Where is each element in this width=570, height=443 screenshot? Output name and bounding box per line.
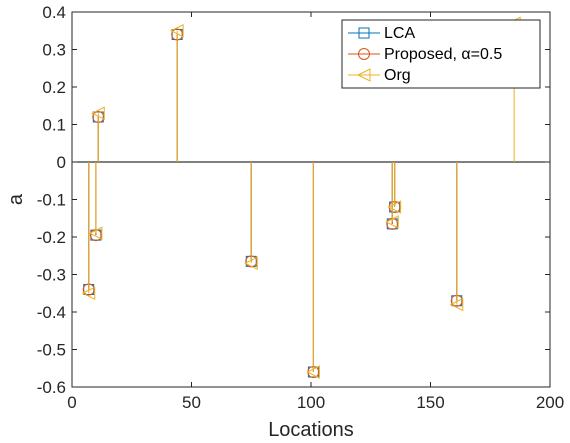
x-tick-label: 150 [416,393,444,412]
stem-marker [385,215,399,229]
y-tick-label: -0.1 [37,191,66,210]
legend-entry: Proposed, α=0.5 [384,46,502,63]
stem-marker [306,365,320,379]
y-axis-label: a [5,193,27,205]
y-tick-label: 0.4 [42,3,66,22]
y-tick-label: -0.4 [37,303,66,322]
axes: 0 50 100 150 200 -0.6 -0.5 -0.4 -0.3 -0.2 -0.1 0 0.1… [37,3,564,412]
y-tick-label: 0.1 [42,116,66,135]
legend-entry: LCA [384,25,415,42]
stem-marker [244,256,258,271]
legend-marker [356,68,371,82]
legend-entry: Org [384,67,411,84]
legend-marker [358,48,370,60]
plot-area [72,16,550,379]
legend-marker [358,27,370,39]
y-tick-label: -0.6 [37,378,66,397]
stem-marker [170,23,184,38]
series-2 [81,16,521,379]
stem-marker [449,297,464,312]
y-tick-label: 0 [57,153,66,172]
x-tick-label: 50 [182,393,201,412]
x-axis-label: Locations [268,419,354,441]
x-tick-label: 0 [67,393,76,412]
y-tick-label: -0.2 [37,228,66,247]
y-tick-label: -0.3 [37,266,66,285]
y-tick-label: -0.5 [37,341,66,360]
stem-marker [91,106,105,121]
stem-marker [81,286,96,301]
legend: LCA Proposed, α=0.5 Org [341,19,541,89]
y-tick-label: 0.3 [42,41,66,60]
stem-marker [387,200,402,214]
stem-marker [88,226,103,241]
x-tick-label: 200 [536,393,564,412]
y-tick-label: 0.2 [42,78,66,97]
x-tick-label: 100 [297,393,325,412]
